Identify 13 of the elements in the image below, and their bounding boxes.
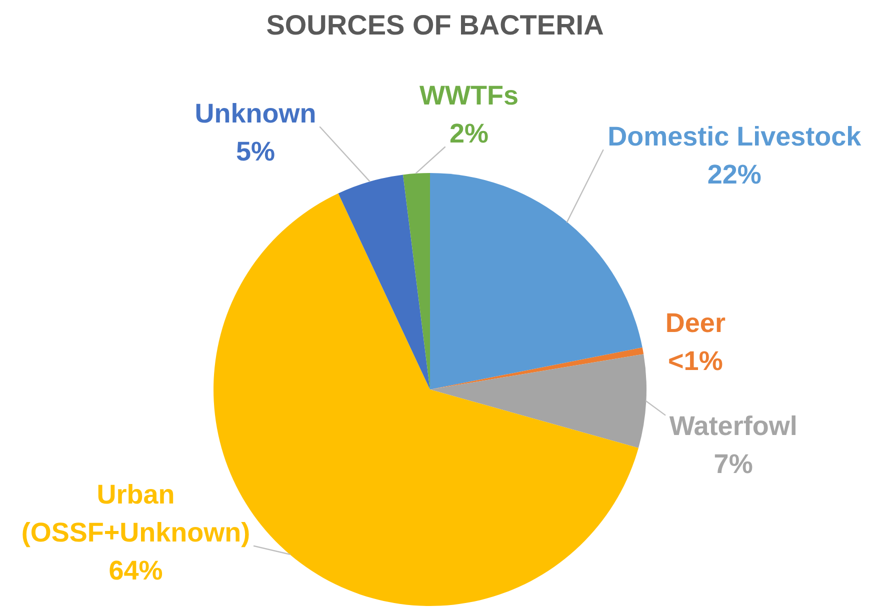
slice-label: Unknown [194, 98, 316, 129]
slice-label: Waterfowl [669, 410, 798, 441]
data-label: 7% [714, 448, 753, 479]
data-label: 64% [108, 556, 163, 586]
slice-label: Urban (OSSF+Unknown) [21, 480, 250, 548]
data-label: <1% [668, 346, 723, 376]
chart-title: SOURCES OF BACTERIA [266, 10, 604, 41]
data-label: 5% [236, 136, 276, 167]
data-label: 22% [707, 160, 762, 190]
slice-label: WWTFs [419, 80, 518, 111]
slice-label: Deer [665, 308, 726, 338]
data-label: 2% [449, 118, 488, 149]
slice-label: Domestic Livestock [608, 122, 862, 152]
